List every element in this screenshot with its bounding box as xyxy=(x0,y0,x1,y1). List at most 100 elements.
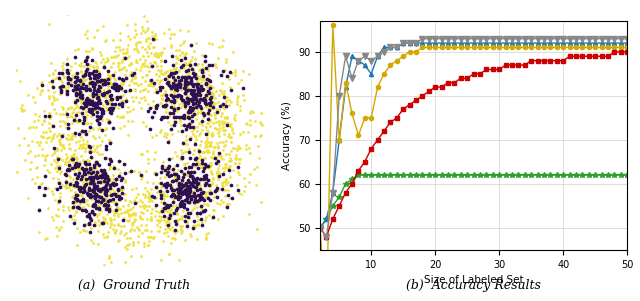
Point xyxy=(183,86,193,91)
Point xyxy=(180,79,190,83)
Point xyxy=(124,219,134,224)
Point xyxy=(168,81,178,86)
Point xyxy=(204,117,214,122)
Point xyxy=(207,208,218,213)
Point xyxy=(195,182,205,187)
Point xyxy=(136,45,147,50)
Point xyxy=(172,229,182,234)
Point xyxy=(47,188,57,193)
Point xyxy=(164,36,175,40)
Point xyxy=(72,197,82,202)
Point xyxy=(161,95,172,100)
Point xyxy=(102,76,113,81)
Point xyxy=(220,179,230,184)
Point xyxy=(188,152,198,157)
VOpt xyxy=(431,37,439,40)
Point xyxy=(62,57,72,62)
Point xyxy=(52,146,62,151)
Point xyxy=(99,176,109,181)
Point xyxy=(47,135,58,140)
Point xyxy=(154,188,164,193)
Point xyxy=(85,109,95,113)
Point xyxy=(95,190,106,195)
Point xyxy=(168,76,179,81)
Point xyxy=(175,53,185,58)
Point xyxy=(76,105,86,110)
Point xyxy=(76,97,86,101)
Point xyxy=(97,106,108,111)
Point xyxy=(169,66,179,71)
Point xyxy=(180,105,190,110)
Point xyxy=(159,214,169,219)
Point xyxy=(129,217,140,222)
Point xyxy=(82,158,92,163)
Point xyxy=(200,53,210,58)
Point xyxy=(174,79,184,83)
Point xyxy=(151,72,161,77)
Point xyxy=(170,228,180,233)
Point xyxy=(176,96,186,101)
Point xyxy=(211,65,221,70)
Point xyxy=(192,84,202,89)
Point xyxy=(185,121,195,126)
Point xyxy=(188,75,198,80)
Point xyxy=(145,51,156,56)
Point xyxy=(82,213,92,218)
Point xyxy=(193,183,203,188)
Point xyxy=(102,184,112,189)
Point xyxy=(161,134,171,139)
Point xyxy=(205,143,216,148)
Point xyxy=(105,185,115,190)
Point xyxy=(170,150,180,155)
Point xyxy=(169,188,179,192)
Point xyxy=(221,138,231,143)
Point xyxy=(244,122,255,127)
Random xyxy=(591,54,599,58)
Point xyxy=(175,204,186,209)
Point xyxy=(89,102,99,107)
Point xyxy=(67,104,77,109)
Point xyxy=(162,172,172,176)
Point xyxy=(158,207,168,212)
Point xyxy=(163,82,173,87)
Unc. (Norm) xyxy=(425,41,433,45)
Point xyxy=(102,234,112,239)
Point xyxy=(181,134,191,139)
Point xyxy=(30,180,40,185)
Point xyxy=(188,108,198,113)
Point xyxy=(181,198,191,203)
Point xyxy=(49,90,59,95)
Point xyxy=(216,155,226,160)
Point xyxy=(132,192,143,197)
Point xyxy=(82,202,92,207)
Point xyxy=(84,212,94,217)
Point xyxy=(191,185,202,190)
Point xyxy=(183,85,193,89)
Point xyxy=(147,206,157,211)
Point xyxy=(166,72,176,77)
Point xyxy=(76,177,86,182)
Point xyxy=(142,208,152,213)
Point xyxy=(54,165,64,170)
Point xyxy=(190,180,200,185)
Point xyxy=(76,143,86,148)
Point xyxy=(180,104,190,109)
Point xyxy=(143,36,154,40)
Random xyxy=(579,54,586,58)
Point xyxy=(234,145,244,150)
Point xyxy=(84,109,94,114)
Point xyxy=(193,81,203,86)
Point xyxy=(189,94,200,99)
Point xyxy=(162,208,172,213)
Point xyxy=(84,63,95,68)
Point xyxy=(66,135,76,140)
Point xyxy=(26,124,36,129)
Point xyxy=(86,154,96,159)
Point xyxy=(122,209,132,214)
Point xyxy=(129,198,140,203)
Point xyxy=(183,98,193,103)
Point xyxy=(98,198,108,203)
Point xyxy=(136,254,146,259)
Point xyxy=(177,186,188,191)
Point xyxy=(141,223,152,228)
